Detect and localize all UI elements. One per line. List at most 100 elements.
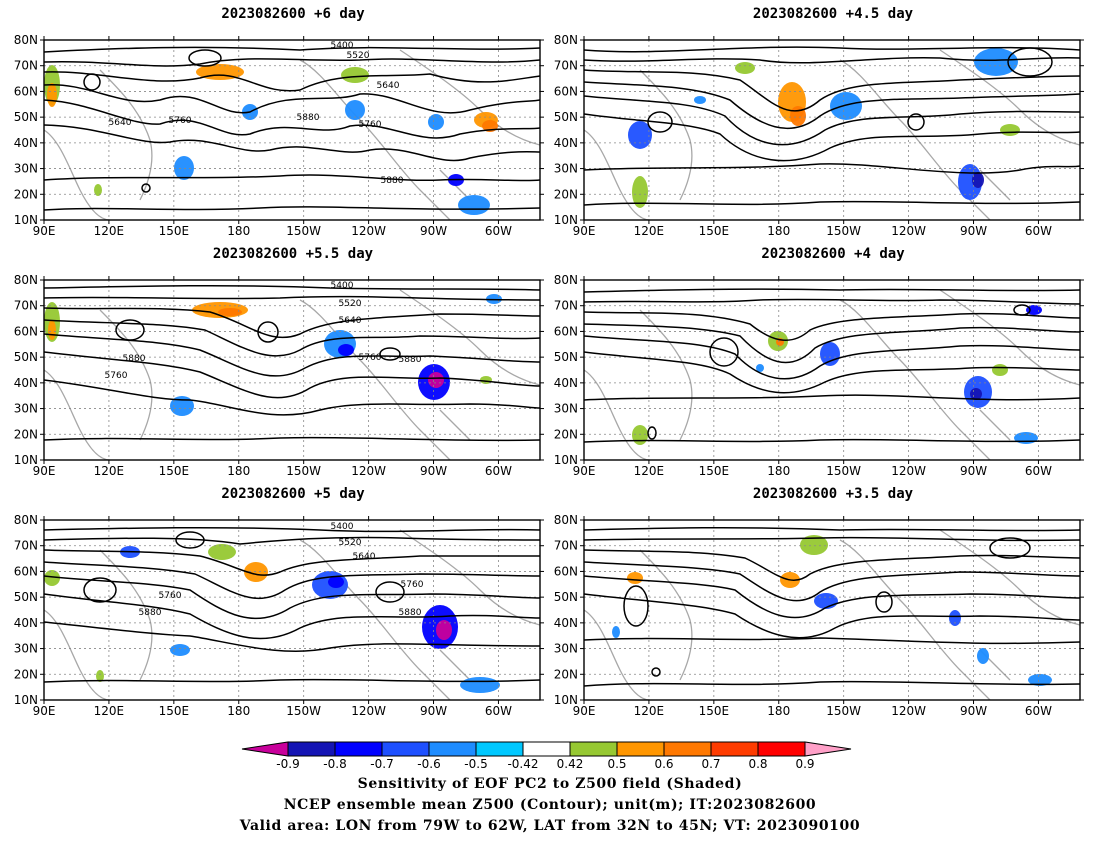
- sensitivity-shading: [94, 184, 102, 196]
- z500-contour: [44, 536, 540, 545]
- lon-tick-label: 120E: [634, 224, 665, 238]
- z500-contour: [584, 56, 1080, 64]
- z500-contour: [44, 71, 540, 92]
- map-frame: [583, 39, 1081, 221]
- z500-contour: [584, 323, 1080, 364]
- colorbar-segment: [381, 741, 430, 757]
- lat-tick-label: 30N: [554, 162, 578, 176]
- sensitivity-shading: [436, 620, 452, 640]
- lat-tick-label: 40N: [554, 616, 578, 630]
- lon-tick-label: 90E: [573, 464, 596, 478]
- lon-tick-label: 90E: [33, 224, 56, 238]
- z500-closed-contour: [647, 111, 673, 133]
- z500-contour: [44, 351, 540, 399]
- lon-tick-label: 90W: [960, 704, 987, 718]
- map-plot-area: [584, 40, 1080, 220]
- lat-tick-label: 80N: [14, 273, 38, 287]
- contour-label: 5760: [159, 591, 182, 601]
- lat-tick-label: 20N: [14, 667, 38, 681]
- lon-tick-label: 120E: [94, 464, 125, 478]
- coastline: [99, 309, 153, 441]
- coastline: [399, 289, 540, 386]
- sensitivity-shading: [208, 544, 236, 560]
- lat-tick-label: 30N: [554, 642, 578, 656]
- coastline: [979, 409, 1011, 441]
- lon-tick-label: 120E: [94, 224, 125, 238]
- colorbar: [241, 741, 852, 757]
- z500-contour: [44, 284, 540, 291]
- lon-tick-label: 180: [767, 704, 790, 718]
- sensitivity-shading: [328, 576, 344, 588]
- lat-tick-label: 70N: [14, 299, 38, 313]
- contour-label: 5520: [339, 299, 362, 309]
- z500-contour: [44, 307, 540, 339]
- contour-label: 5760: [169, 116, 192, 126]
- map-panel-5: 5400 5520 5640 5760 5880 5760 5880 80N 70N 60N 50N…: [0, 510, 550, 725]
- map-panel-6: 5400552056405760552056405760588058805880…: [540, 510, 1090, 725]
- map-svg-5: 5400 5520 5640 5760 5880 5760 5880 80N 70N 60N 50N…: [14, 513, 544, 718]
- lat-tick-label: 10N: [14, 453, 38, 467]
- sensitivity-shading: [972, 172, 984, 188]
- sensitivity-shading: [628, 121, 652, 149]
- contour-label: 5880: [381, 176, 404, 186]
- lat-tick-label: 20N: [554, 427, 578, 441]
- lon-tick-label: 120W: [891, 464, 926, 478]
- map-svg-3: 5400 5520 5640 5880 5760 5760 5880 80N 70N 60N 50N…: [14, 273, 544, 478]
- lon-tick-label: 90W: [960, 464, 987, 478]
- lon-tick-label: 90W: [420, 464, 447, 478]
- panel-title-1: 2023082600 +6 day: [221, 6, 365, 22]
- coastline: [839, 539, 991, 700]
- colorbar-tick-label: 0.9: [795, 757, 815, 771]
- map-plot-area: [584, 280, 1080, 460]
- z500-closed-contour: [379, 347, 401, 361]
- lon-tick-label: 90E: [33, 704, 56, 718]
- sensitivity-shading: [47, 83, 57, 107]
- z500-contour: [584, 394, 1080, 401]
- map-frame: [43, 519, 541, 701]
- lat-tick-label: 50N: [554, 590, 578, 604]
- sensitivity-shading: [428, 372, 444, 388]
- sensitivity-shading: [44, 570, 60, 586]
- z500-contour: [44, 333, 540, 377]
- z500-contour: [44, 621, 540, 652]
- contour-label: 5400: [331, 41, 354, 51]
- lat-tick-label: 20N: [14, 187, 38, 201]
- coastline: [399, 529, 540, 626]
- z500-contour: [44, 678, 540, 683]
- lon-tick-label: 60W: [1025, 464, 1052, 478]
- colorbar-tick-label: 0.6: [654, 757, 674, 771]
- lat-tick-label: 70N: [554, 539, 578, 553]
- lat-tick-label: 40N: [554, 376, 578, 390]
- map-svg-4: 5400552054005640552056405760576057605880…: [554, 273, 1084, 478]
- panel-title-5: 2023082600 +5 day: [221, 486, 365, 502]
- colorbar-segment: [569, 741, 618, 757]
- z500-closed-contour: [375, 581, 405, 603]
- coastline: [44, 129, 111, 220]
- coastline: [44, 609, 111, 700]
- colorbar-segment: [663, 741, 712, 757]
- sensitivity-shading: [96, 670, 104, 682]
- lat-tick-label: 70N: [554, 59, 578, 73]
- lon-tick-label: 150W: [826, 464, 861, 478]
- z500-contour: [44, 561, 540, 600]
- sensitivity-shading: [345, 100, 365, 120]
- coastline: [639, 549, 693, 681]
- sensitivity-shading: [170, 396, 194, 416]
- colorbar-tick-label: -0.5: [464, 757, 488, 771]
- lon-tick-label: 150E: [159, 704, 190, 718]
- colorbar-tick-label: -0.9: [276, 757, 300, 771]
- lat-tick-label: 20N: [14, 427, 38, 441]
- coastline: [584, 609, 651, 700]
- colorbar-segment: [475, 741, 524, 757]
- contour-label: 5880: [399, 355, 422, 365]
- coastline: [639, 309, 693, 441]
- sensitivity-shading: [458, 195, 490, 215]
- coastline: [439, 409, 471, 441]
- colorbar-segment: [522, 741, 571, 757]
- colorbar-min-arrow: [241, 741, 289, 757]
- colorbar-tick-label: 0.8: [748, 757, 768, 771]
- lat-tick-label: 10N: [554, 693, 578, 707]
- lat-tick-label: 60N: [14, 84, 38, 98]
- colorbar-tick-label: -0.8: [323, 757, 347, 771]
- z500-contour: [44, 99, 540, 139]
